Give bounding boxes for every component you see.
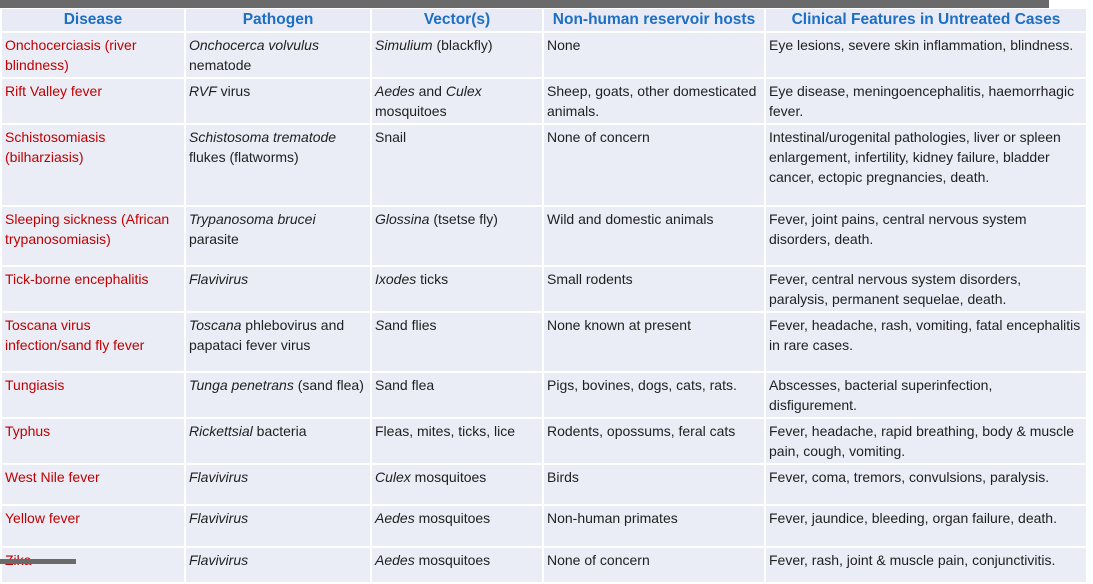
table-row: Rift Valley fever RVF virus Aedes and Cule… [2, 79, 1086, 123]
reservoir-cell: None known at present [544, 313, 764, 371]
vector-cell: Aedes mosquitoes [372, 548, 542, 582]
table-row: Sleeping sickness (African trypanosomias… [2, 207, 1086, 265]
slide-top-edge-bar [0, 0, 1049, 8]
table-row: Tungiasis Tunga penetrans (sand flea) Sand… [2, 373, 1086, 417]
vector-cell: Sand flea [372, 373, 542, 417]
clinical-features-cell: Fever, central nervous system disorders,… [766, 267, 1086, 311]
slide-bottom-edge-bar [0, 559, 76, 564]
reservoir-cell: Birds [544, 465, 764, 504]
reservoir-cell: Pigs, bovines, dogs, cats, rats. [544, 373, 764, 417]
column-header-pathogen: Pathogen [186, 9, 370, 31]
disease-cell: Toscana virus infection/sand fly fever [2, 313, 184, 371]
clinical-features-cell: Fever, joint pains, central nervous syst… [766, 207, 1086, 265]
vector-cell: Aedes and Culex mosquitoes [372, 79, 542, 123]
pathogen-cell: Tunga penetrans (sand flea) [186, 373, 370, 417]
table-row: Onchocerciasis (river blindness) Onchocer… [2, 33, 1086, 77]
column-header-clinical: Clinical Features in Untreated Cases [766, 9, 1086, 31]
reservoir-cell: Non-human primates [544, 506, 764, 546]
pathogen-cell: Flavivirus [186, 465, 370, 504]
vector-cell: Ixodes ticks [372, 267, 542, 311]
table-row: West Nile fever Flavivirus Culex mosquitoe… [2, 465, 1086, 504]
vector-cell: Sand flies [372, 313, 542, 371]
disease-cell: Onchocerciasis (river blindness) [2, 33, 184, 77]
vector-cell: Fleas, mites, ticks, lice [372, 419, 542, 463]
clinical-features-cell: Intestinal/urogenital pathologies, liver… [766, 125, 1086, 205]
reservoir-cell: None [544, 33, 764, 77]
clinical-features-cell: Fever, rash, joint & muscle pain, conjun… [766, 548, 1086, 582]
disease-cell: West Nile fever [2, 465, 184, 504]
reservoir-cell: Sheep, goats, other domesticated animals… [544, 79, 764, 123]
reservoir-cell: None of concern [544, 125, 764, 205]
disease-cell: Tick-borne encephalitis [2, 267, 184, 311]
reservoir-cell: Small rodents [544, 267, 764, 311]
pathogen-cell: Flavivirus [186, 267, 370, 311]
vector-cell: Simulium (blackfly) [372, 33, 542, 77]
vector-cell: Culex mosquitoes [372, 465, 542, 504]
disease-cell: Sleeping sickness (African trypanosomias… [2, 207, 184, 265]
pathogen-cell: Schistosoma trematode flukes (flatworms) [186, 125, 370, 205]
clinical-features-cell: Fever, jaundice, bleeding, organ failure… [766, 506, 1086, 546]
table-row: Schistosomiasis (bilharziasis) Schistosom… [2, 125, 1086, 205]
disease-cell: Rift Valley fever [2, 79, 184, 123]
reservoir-cell: Wild and domestic animals [544, 207, 764, 265]
disease-cell: Typhus [2, 419, 184, 463]
vector-cell: Glossina (tsetse fly) [372, 207, 542, 265]
clinical-features-cell: Eye disease, meningoencephalitis, haemor… [766, 79, 1086, 123]
column-header-disease: Disease [2, 9, 184, 31]
vector-borne-disease-table: Disease Pathogen Vector(s) Non-human reserv… [0, 7, 1088, 584]
column-header-reservoir: Non-human reservoir hosts [544, 9, 764, 31]
column-header-vectors: Vector(s) [372, 9, 542, 31]
table-row: Yellow fever Flavivirus Aedes mosquitoes No… [2, 506, 1086, 546]
pathogen-cell: Toscana phlebovirus and papataci fever v… [186, 313, 370, 371]
disease-cell: Zika [2, 548, 184, 582]
reservoir-cell: None of concern [544, 548, 764, 582]
table-row: Toscana virus infection/sand fly fever To… [2, 313, 1086, 371]
pathogen-cell: Flavivirus [186, 506, 370, 546]
table-header-row: Disease Pathogen Vector(s) Non-human reserv… [2, 9, 1086, 31]
clinical-features-cell: Fever, headache, rash, vomiting, fatal e… [766, 313, 1086, 371]
clinical-features-cell: Eye lesions, severe skin inflammation, b… [766, 33, 1086, 77]
clinical-features-cell: Abscesses, bacterial superinfection, dis… [766, 373, 1086, 417]
pathogen-cell: Flavivirus [186, 548, 370, 582]
disease-cell: Schistosomiasis (bilharziasis) [2, 125, 184, 205]
table-row: Typhus Rickettsial bacteria Fleas, mites, … [2, 419, 1086, 463]
pathogen-cell: Trypanosoma brucei parasite [186, 207, 370, 265]
clinical-features-cell: Fever, headache, rapid breathing, body &… [766, 419, 1086, 463]
table-row: Tick-borne encephalitis Flavivirus Ixodes … [2, 267, 1086, 311]
vector-cell: Snail [372, 125, 542, 205]
disease-cell: Tungiasis [2, 373, 184, 417]
pathogen-cell: Onchocerca volvulus nematode [186, 33, 370, 77]
reservoir-cell: Rodents, opossums, feral cats [544, 419, 764, 463]
vector-cell: Aedes mosquitoes [372, 506, 542, 546]
clinical-features-cell: Fever, coma, tremors, convulsions, paral… [766, 465, 1086, 504]
pathogen-cell: RVF virus [186, 79, 370, 123]
disease-cell: Yellow fever [2, 506, 184, 546]
pathogen-cell: Rickettsial bacteria [186, 419, 370, 463]
